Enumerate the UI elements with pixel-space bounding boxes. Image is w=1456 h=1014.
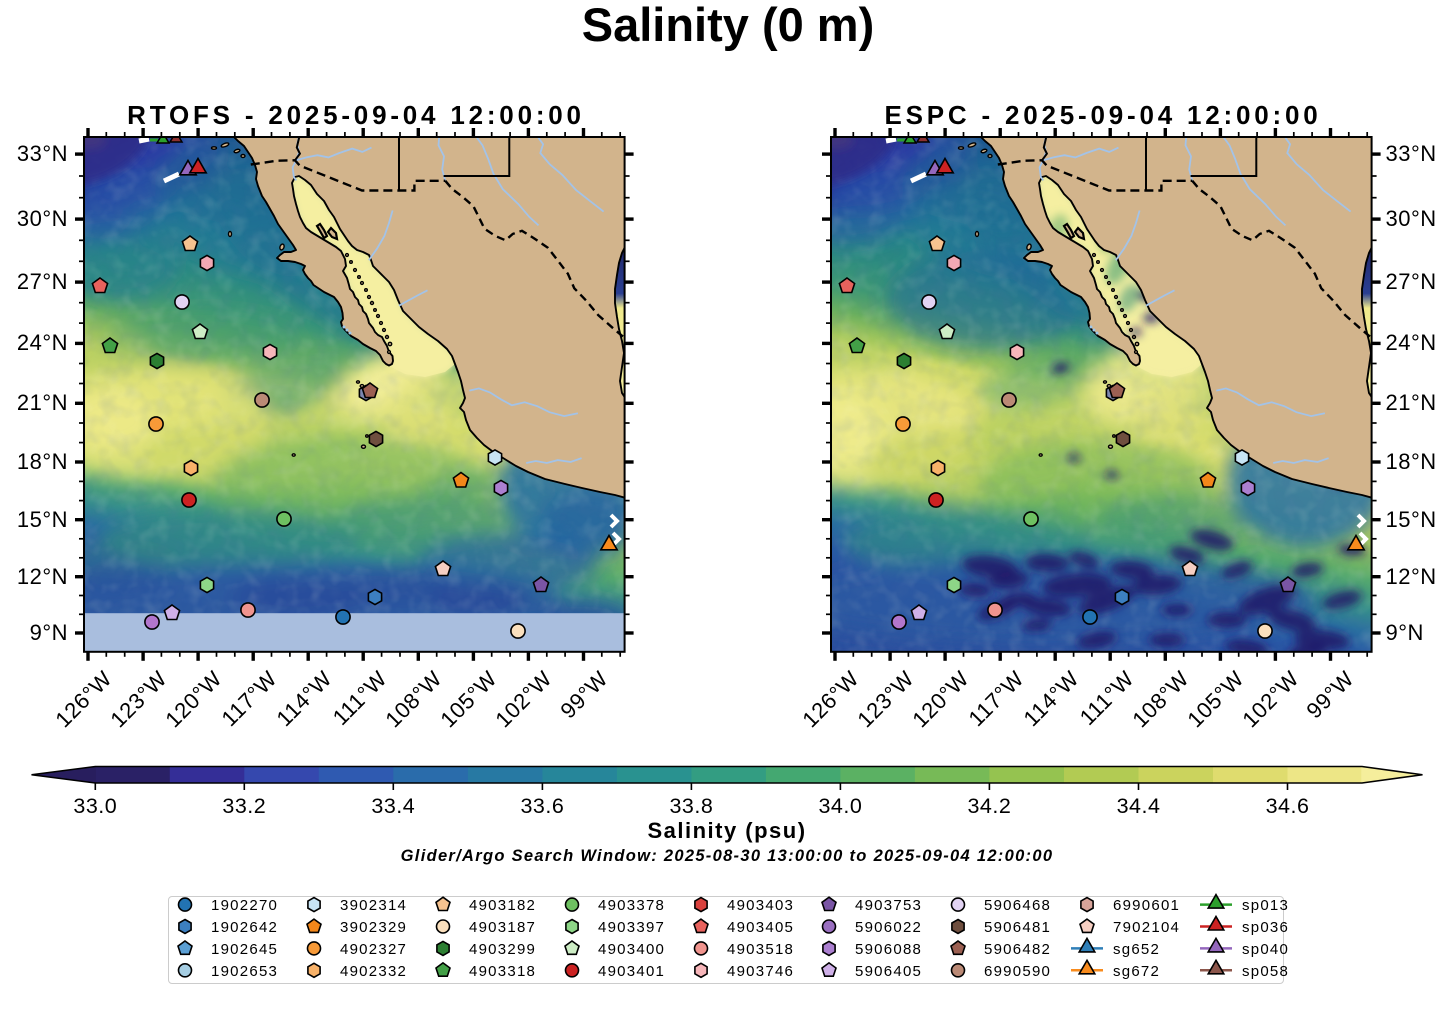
svg-text:4903397: 4903397 [598,919,665,936]
svg-text:4903378: 4903378 [598,897,665,914]
svg-text:4903401: 4903401 [598,963,665,980]
svg-text:4903746: 4903746 [727,963,794,980]
svg-text:6990601: 6990601 [1113,897,1180,914]
svg-text:1902270: 1902270 [211,897,278,914]
svg-text:5906468: 5906468 [984,897,1051,914]
svg-text:sp036: sp036 [1242,919,1289,936]
svg-text:5906022: 5906022 [855,919,922,936]
svg-text:sp058: sp058 [1242,963,1289,980]
svg-text:5906482: 5906482 [984,941,1051,958]
svg-text:4903318: 4903318 [469,963,536,980]
svg-text:1902642: 1902642 [211,919,278,936]
svg-text:4903182: 4903182 [469,897,536,914]
svg-text:4902327: 4902327 [340,941,407,958]
svg-text:4903187: 4903187 [469,919,536,936]
svg-text:6990590: 6990590 [984,963,1051,980]
svg-text:4903299: 4903299 [469,941,536,958]
svg-text:4902332: 4902332 [340,963,407,980]
svg-text:4903400: 4903400 [598,941,665,958]
svg-text:1902653: 1902653 [211,963,278,980]
svg-text:sg652: sg652 [1113,941,1160,958]
svg-text:4903518: 4903518 [727,941,794,958]
svg-text:1902645: 1902645 [211,941,278,958]
svg-text:3902314: 3902314 [340,897,407,914]
svg-text:5906405: 5906405 [855,963,922,980]
svg-text:4903405: 4903405 [727,919,794,936]
svg-text:4903753: 4903753 [855,897,922,914]
svg-text:4903403: 4903403 [727,897,794,914]
svg-text:sp013: sp013 [1242,897,1289,914]
svg-text:5906088: 5906088 [855,941,922,958]
svg-text:3902329: 3902329 [340,919,407,936]
svg-text:7902104: 7902104 [1113,919,1180,936]
svg-text:sp040: sp040 [1242,941,1289,958]
svg-text:sg672: sg672 [1113,963,1160,980]
svg-text:5906481: 5906481 [984,919,1051,936]
